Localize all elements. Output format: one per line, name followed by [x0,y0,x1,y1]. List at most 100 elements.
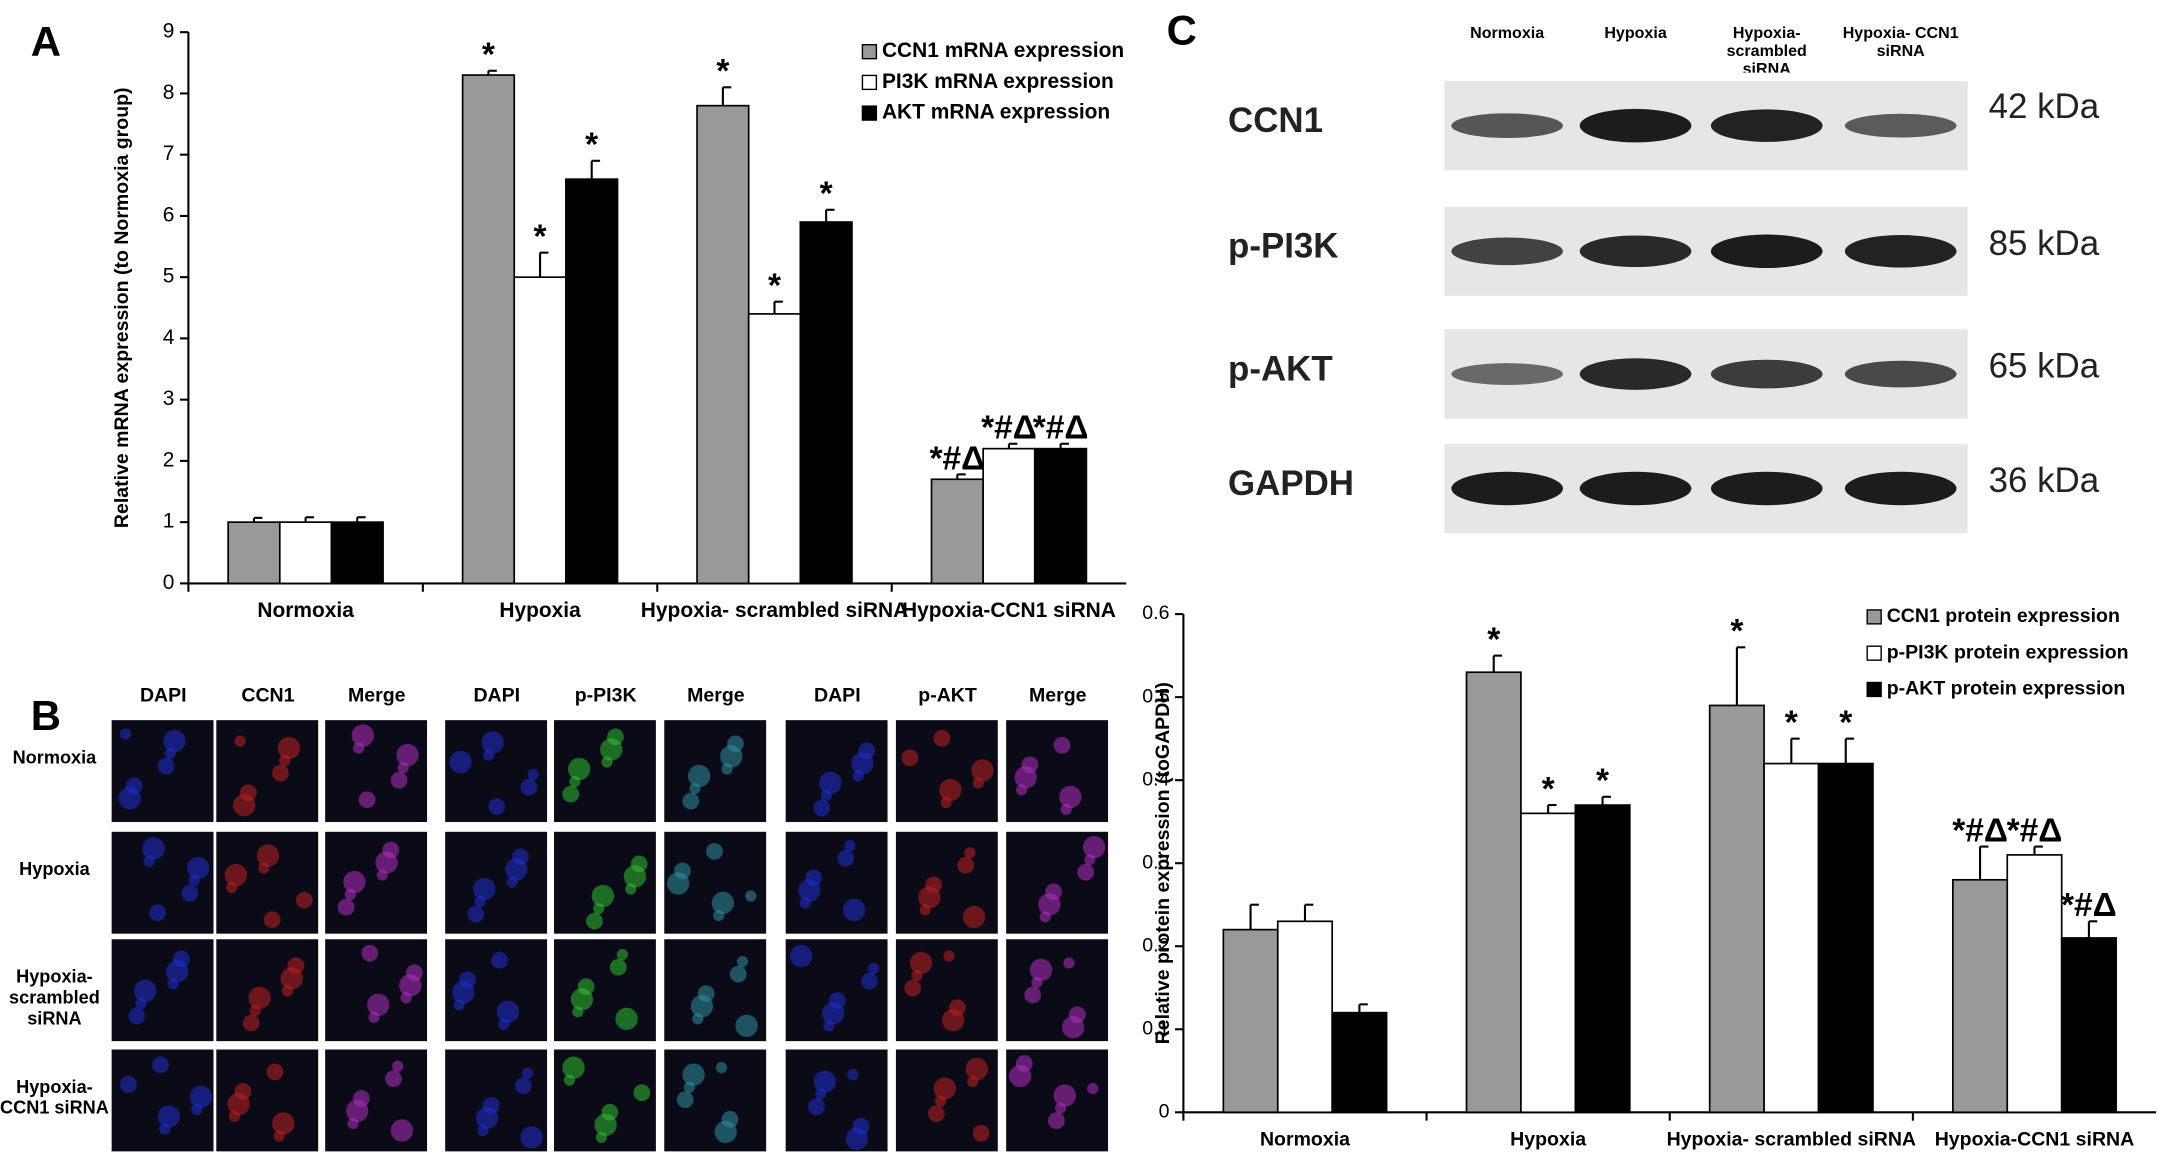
cell [234,1082,252,1100]
cell [358,791,376,809]
cell [125,777,143,795]
y-tick-label: 8 [163,81,175,104]
cell [1015,1055,1033,1072]
cell [837,849,855,867]
micrograph [554,939,656,1042]
micrograph [785,720,888,823]
cell [1045,883,1062,901]
cell [149,904,167,922]
cell [943,950,955,962]
cell [128,1007,146,1025]
y-tick-label: 0.3 [1142,851,1169,873]
cell [520,1126,543,1149]
bar [930,478,984,585]
cell [1077,863,1095,881]
cell [609,958,627,976]
cell [473,877,496,901]
cell [1063,957,1075,969]
cell [1021,756,1039,774]
bar [1520,812,1577,1114]
y-tick-label: 4 [163,326,175,349]
cell [909,951,933,975]
cell [972,1124,990,1142]
cell [711,891,735,915]
bar [2060,937,2117,1114]
micrograph [325,831,428,934]
cell [1087,1082,1099,1095]
y-tick-label: 0.4 [1142,768,1169,790]
cell [361,944,379,962]
cell [962,905,986,929]
cell [844,840,856,852]
column-header: p-AKT [918,685,977,707]
significance-label: * [1542,771,1555,808]
cell [964,847,976,859]
micrograph [1006,939,1109,1042]
x-tick-label: Normoxia [257,599,354,622]
cell [157,1105,181,1128]
cell [263,911,281,929]
x-tick-label: Hypoxia-CCN1 siRNA [1935,1128,2135,1150]
row-label: Hypoxia-scrambled siRNA [9,967,100,1028]
x-tick-label: Normoxia [1260,1128,1350,1150]
y-tick-label: 1 [163,510,175,533]
protein-label: p-AKT [1228,349,1333,388]
cell [567,757,591,781]
legend-label: p-AKT protein expression [1887,678,2126,700]
cell [789,944,813,968]
cell [527,768,539,781]
cell [1053,1084,1076,1107]
cell [242,1014,260,1032]
y-axis-label: Relative protein expression (toGAPDH) [1152,682,1174,1044]
cell [933,1077,956,1100]
cell [385,1070,402,1088]
x-tick-label: Hypoxia [499,599,581,622]
cell [971,759,994,782]
significance-label: * [1785,705,1798,742]
cell [481,731,504,754]
y-tick-label: 0.1 [1142,1017,1169,1039]
band [1844,113,1957,138]
cell [173,950,190,968]
band [1844,360,1957,388]
bar [1708,704,1765,1114]
cell [562,785,580,803]
cell [491,951,508,969]
cell [266,1063,284,1081]
column-header: DAPI [814,685,861,707]
cell [1029,958,1053,982]
significance-label: * [482,37,495,74]
bar [1574,804,1631,1114]
bar [330,521,384,585]
micrograph [785,1049,888,1152]
cell [1048,1112,1065,1130]
y-tick-label: 3 [163,387,175,410]
x-tick-label: Hypoxia- scrambled siRNA [641,599,908,622]
cell [828,992,846,1010]
cell [842,898,866,922]
significance-label: *#Δ [929,440,985,477]
lane-label: Normoxia [1470,25,1545,42]
y-tick-label: 2 [163,448,175,471]
cell [459,971,476,989]
y-tick-label: 7 [163,142,175,165]
cell [482,1096,500,1114]
cell [272,764,289,782]
bar [747,313,802,585]
cell [343,870,366,894]
row-label: Normoxia [12,748,97,768]
legend-label: PI3K mRNA expression [882,70,1114,93]
cell [591,884,615,908]
bar [1817,762,1874,1114]
panel-label: C [1167,7,1197,54]
cell [586,912,603,930]
bar [1033,447,1088,585]
band [1710,359,1823,389]
y-tick-label: 5 [163,265,175,288]
x-tick-label: Hypoxia- scrambled siRNA [1667,1128,1916,1150]
cell [295,891,313,909]
cell [1059,785,1082,809]
cell [287,957,305,975]
